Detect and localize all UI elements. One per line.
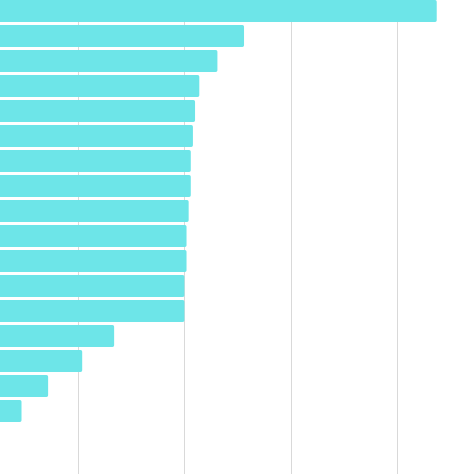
bar — [0, 75, 200, 97]
bar — [0, 375, 49, 397]
bar — [0, 25, 245, 47]
bar — [0, 100, 196, 122]
bar — [0, 250, 187, 272]
bar — [0, 175, 191, 197]
bar — [0, 125, 193, 147]
bar — [0, 350, 83, 372]
bar — [0, 150, 191, 172]
bar — [0, 300, 185, 322]
bar — [0, 200, 189, 222]
bar — [0, 325, 115, 347]
bar — [0, 0, 437, 22]
bar — [0, 225, 187, 247]
bar — [0, 400, 22, 422]
bar — [0, 275, 185, 297]
bar — [0, 50, 218, 72]
